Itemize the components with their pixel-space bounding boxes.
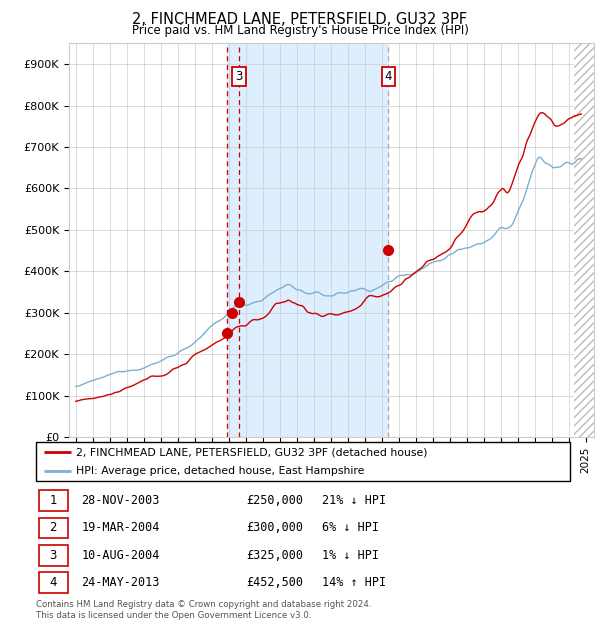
Text: £452,500: £452,500	[246, 576, 303, 589]
Text: 1: 1	[50, 494, 57, 507]
Text: 3: 3	[235, 70, 243, 83]
Text: 24-MAY-2013: 24-MAY-2013	[82, 576, 160, 589]
Bar	[574, 43, 594, 437]
Text: 21% ↓ HPI: 21% ↓ HPI	[322, 494, 386, 507]
Text: 2: 2	[50, 521, 57, 534]
Bar	[38, 490, 68, 511]
Text: Contains HM Land Registry data © Crown copyright and database right 2024.: Contains HM Land Registry data © Crown c…	[36, 600, 371, 609]
Bar	[38, 545, 68, 565]
Text: 3: 3	[50, 549, 57, 562]
Text: £325,000: £325,000	[246, 549, 303, 562]
Text: 14% ↑ HPI: 14% ↑ HPI	[322, 576, 386, 589]
Text: 2, FINCHMEAD LANE, PETERSFIELD, GU32 3PF: 2, FINCHMEAD LANE, PETERSFIELD, GU32 3PF	[133, 12, 467, 27]
Bar	[574, 43, 594, 437]
Text: This data is licensed under the Open Government Licence v3.0.: This data is licensed under the Open Gov…	[36, 611, 311, 620]
Text: 1% ↓ HPI: 1% ↓ HPI	[322, 549, 379, 562]
Bar	[227, 43, 388, 437]
Text: 28-NOV-2003: 28-NOV-2003	[82, 494, 160, 507]
Text: HPI: Average price, detached house, East Hampshire: HPI: Average price, detached house, East…	[76, 466, 364, 476]
Text: 10-AUG-2004: 10-AUG-2004	[82, 549, 160, 562]
Bar	[38, 518, 68, 538]
Text: £250,000: £250,000	[246, 494, 303, 507]
Text: 6% ↓ HPI: 6% ↓ HPI	[322, 521, 379, 534]
Text: 19-MAR-2004: 19-MAR-2004	[82, 521, 160, 534]
Text: Price paid vs. HM Land Registry's House Price Index (HPI): Price paid vs. HM Land Registry's House …	[131, 24, 469, 37]
Bar	[38, 572, 68, 593]
Text: £300,000: £300,000	[246, 521, 303, 534]
Text: 2, FINCHMEAD LANE, PETERSFIELD, GU32 3PF (detached house): 2, FINCHMEAD LANE, PETERSFIELD, GU32 3PF…	[76, 448, 428, 458]
Text: 4: 4	[50, 576, 57, 589]
Text: 4: 4	[385, 70, 392, 83]
